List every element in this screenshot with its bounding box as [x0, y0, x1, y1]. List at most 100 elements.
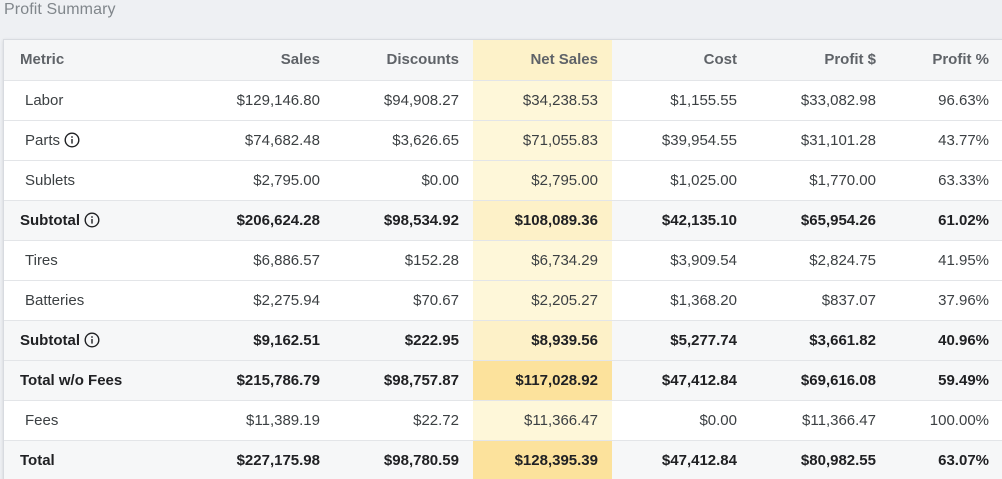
cell-text: $108,089.36 — [514, 211, 598, 229]
sales-cell: $2,275.94 — [199, 280, 334, 321]
cell-text: $11,389.19 — [246, 411, 320, 429]
cell-text: $2,824.75 — [809, 251, 876, 269]
profit-amount-cell: $33,082.98 — [751, 80, 890, 121]
cell-text: $206,624.28 — [236, 211, 320, 229]
cell-text: 43.77% — [938, 131, 989, 149]
cell-text: $1,155.55 — [670, 91, 737, 109]
net-sales-cell: $34,238.53 — [473, 80, 612, 121]
discounts-cell: $98,757.87 — [334, 360, 473, 401]
cost-cell: $1,368.20 — [612, 280, 751, 321]
metric-cell: Labor — [4, 80, 199, 121]
cell-text: $33,082.98 — [800, 91, 876, 109]
table-header-row: Metric Sales Discounts Net Sales Cost Pr… — [4, 40, 1002, 81]
cell-text: Total w/o Fees — [20, 371, 123, 389]
sales-cell: $9,162.51 — [199, 320, 334, 361]
net-sales-cell: $71,055.83 — [473, 120, 612, 161]
table-row: Batteries $2,275.94 $70.67 $2,205.27 $1,368.… — [4, 280, 1002, 321]
cell-text: $1,770.00 — [809, 171, 876, 189]
cell-text: 100.00% — [929, 411, 989, 429]
cell-text: $6,886.57 — [253, 251, 320, 269]
cell-text: Tires — [25, 251, 58, 269]
cost-cell: $0.00 — [612, 400, 751, 441]
table-body: Labor $129,146.80 $94,908.27 $34,238.53 $1,1… — [4, 80, 1002, 479]
discounts-cell: $98,780.59 — [334, 440, 473, 479]
cell-text: $129,146.80 — [236, 91, 320, 109]
profit-percent-cell: 59.49% — [890, 360, 1002, 401]
metric-cell: Subtotal — [4, 320, 199, 361]
cell-text: $70.67 — [413, 291, 459, 309]
cell-text: Total — [20, 451, 55, 469]
sales-cell: $227,175.98 — [199, 440, 334, 479]
cell-text: $34,238.53 — [522, 91, 598, 109]
column-header-profit-percent[interactable]: Profit % — [890, 40, 1002, 81]
cost-cell: $47,412.84 — [612, 440, 751, 479]
cell-text: 63.33% — [938, 171, 989, 189]
sales-cell: $215,786.79 — [199, 360, 334, 401]
profit-percent-cell: 61.02% — [890, 200, 1002, 241]
cell-text: 37.96% — [938, 291, 989, 309]
cell-text: $3,661.82 — [809, 331, 876, 349]
metric-cell: Total w/o Fees — [4, 360, 199, 401]
profit-percent-cell: 37.96% — [890, 280, 1002, 321]
profit-percent-cell: 41.95% — [890, 240, 1002, 281]
profit-amount-cell: $11,366.47 — [751, 400, 890, 441]
net-sales-cell: $8,939.56 — [473, 320, 612, 361]
table-row: Tires $6,886.57 $152.28 $6,734.29 $3,909.54 $… — [4, 240, 1002, 281]
profit-amount-cell: $65,954.26 — [751, 200, 890, 241]
cell-text: 41.95% — [938, 251, 989, 269]
cell-text: $42,135.10 — [661, 211, 737, 229]
profit-amount-cell: $31,101.28 — [751, 120, 890, 161]
metric-cell: Batteries — [4, 280, 199, 321]
subtotal-row: Subtotal $9,162.51 $222.95 $8,939.56 $5,277.… — [4, 320, 1002, 361]
cell-text: $8,939.56 — [531, 331, 598, 349]
cell-text: $2,205.27 — [531, 291, 598, 309]
table-row: Sublets $2,795.00 $0.00 $2,795.00 $1,025.00 $… — [4, 160, 1002, 201]
net-sales-cell: $117,028.92 — [473, 360, 612, 401]
column-header-cost[interactable]: Cost — [612, 40, 751, 81]
cell-text: $39,954.55 — [661, 131, 737, 149]
metric-cell: Sublets — [4, 160, 199, 201]
cell-text: $215,786.79 — [236, 371, 320, 389]
cell-text: $2,275.94 — [253, 291, 320, 309]
cell-text: $2,795.00 — [253, 171, 320, 189]
info-icon[interactable] — [64, 131, 80, 148]
cell-text: Batteries — [25, 291, 85, 309]
net-sales-cell: $128,395.39 — [473, 440, 612, 479]
cell-text: Fees — [25, 411, 59, 429]
cell-text: Subtotal — [20, 331, 80, 349]
sales-cell: $2,795.00 — [199, 160, 334, 201]
cost-cell: $3,909.54 — [612, 240, 751, 281]
cell-text: $71,055.83 — [522, 131, 598, 149]
profit-percent-cell: 40.96% — [890, 320, 1002, 361]
cost-cell: $42,135.10 — [612, 200, 751, 241]
net-sales-cell: $2,205.27 — [473, 280, 612, 321]
column-header-metric[interactable]: Metric — [4, 40, 199, 81]
cost-cell: $39,954.55 — [612, 120, 751, 161]
total-row: Total w/o Fees $215,786.79 $98,757.87 $117,… — [4, 360, 1002, 401]
cell-text: 40.96% — [938, 331, 989, 349]
cell-text: $47,412.84 — [661, 451, 737, 469]
profit-amount-cell: $69,616.08 — [751, 360, 890, 401]
info-icon[interactable] — [84, 331, 100, 348]
column-header-discounts[interactable]: Discounts — [334, 40, 473, 81]
cell-text: $5,277.74 — [670, 331, 737, 349]
profit-percent-cell: 100.00% — [890, 400, 1002, 441]
net-sales-cell: $108,089.36 — [473, 200, 612, 241]
metric-cell: Total — [4, 440, 199, 479]
column-header-sales[interactable]: Sales — [199, 40, 334, 81]
info-icon[interactable] — [84, 211, 100, 228]
column-header-profit-amount[interactable]: Profit $ — [751, 40, 890, 81]
cell-text: Parts — [25, 131, 61, 149]
cell-text: $837.07 — [821, 291, 876, 309]
cell-text: $3,626.65 — [392, 131, 459, 149]
cell-text: $1,368.20 — [670, 291, 737, 309]
column-header-net-sales[interactable]: Net Sales — [473, 40, 612, 81]
cell-text: $11,366.47 — [802, 411, 876, 429]
cell-text: $65,954.26 — [800, 211, 876, 229]
cell-text: $69,616.08 — [800, 371, 876, 389]
cell-text: $94,908.27 — [383, 91, 459, 109]
profit-percent-cell: 43.77% — [890, 120, 1002, 161]
sales-cell: $74,682.48 — [199, 120, 334, 161]
table-row: Fees $11,389.19 $22.72 $11,366.47 $0.00 $11,3… — [4, 400, 1002, 441]
